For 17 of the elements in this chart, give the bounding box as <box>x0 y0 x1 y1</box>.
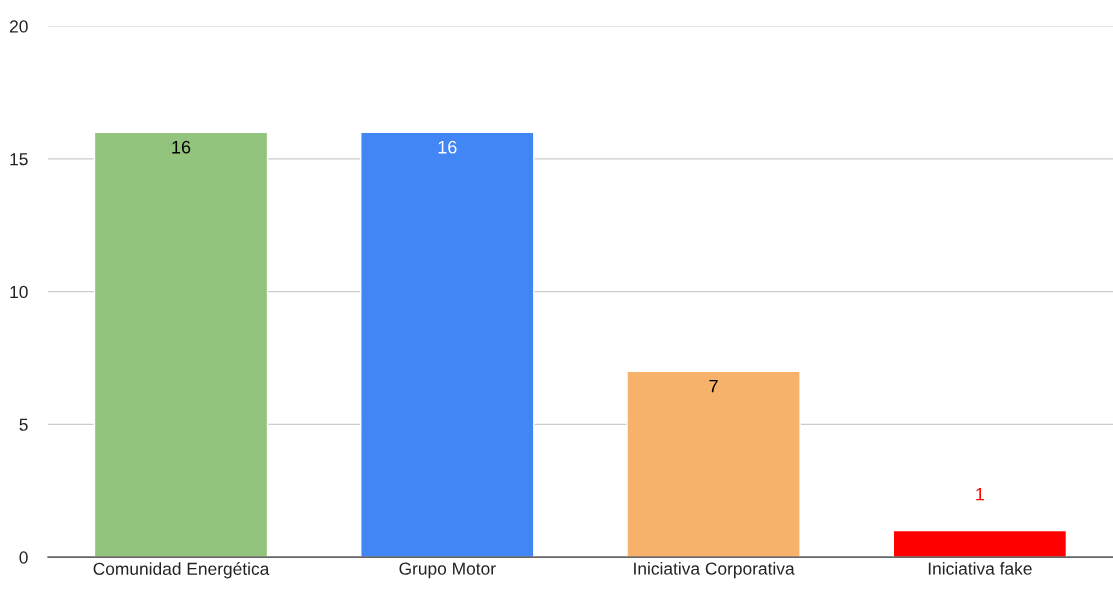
y-tick-label: 0 <box>19 551 28 564</box>
bar <box>892 529 1068 558</box>
x-tick-label: Grupo Motor <box>399 562 496 579</box>
y-tick-label: 10 <box>10 285 28 299</box>
data-label: 7 <box>709 379 718 393</box>
bar <box>360 131 535 558</box>
bar <box>626 370 801 558</box>
x-tick-label: Iniciativa Corporativa <box>634 562 795 579</box>
x-tick-label: Iniciativa fake <box>928 562 1032 575</box>
y-tick-label: 15 <box>10 153 28 166</box>
data-label: 16 <box>438 140 457 154</box>
data-label: 1 <box>976 487 984 501</box>
y-tick-label: 20 <box>9 20 28 33</box>
x-tick-label: Comunidad Energética <box>93 562 270 579</box>
data-label: 16 <box>172 140 191 154</box>
bar <box>93 131 269 558</box>
y-tick-label: 5 <box>19 418 28 431</box>
